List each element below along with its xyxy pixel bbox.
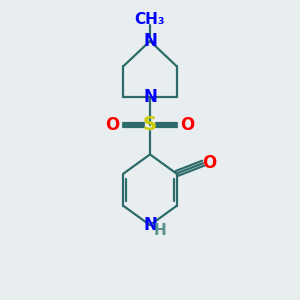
Text: H: H xyxy=(154,223,167,238)
Text: S: S xyxy=(143,116,157,134)
Text: O: O xyxy=(202,154,216,172)
Text: O: O xyxy=(180,116,194,134)
Text: N: N xyxy=(143,32,157,50)
Text: O: O xyxy=(106,116,120,134)
Text: CH₃: CH₃ xyxy=(135,12,165,27)
Text: N: N xyxy=(143,216,157,234)
Text: N: N xyxy=(143,88,157,106)
